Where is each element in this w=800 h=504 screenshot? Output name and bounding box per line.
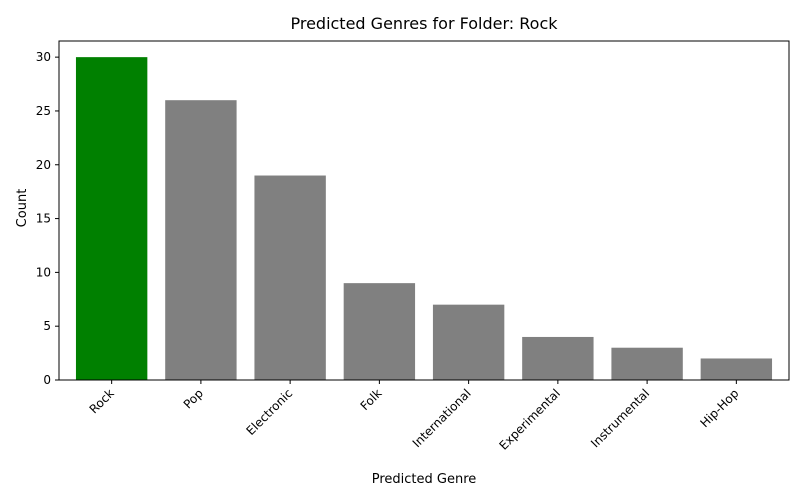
plot-frame [58, 40, 790, 381]
y-tick-label: 15 [36, 212, 51, 226]
y-tick-label: 5 [43, 319, 51, 333]
y-tick-label: 25 [36, 104, 51, 118]
y-tick-label: 30 [36, 50, 51, 64]
bar-international [432, 304, 505, 380]
bar-folk [343, 283, 416, 380]
y-tick-label: 10 [36, 265, 51, 279]
y-axis-label: Count [15, 189, 30, 228]
chart-title: Predicted Genres for Folder: Rock [290, 14, 558, 33]
bar-instrumental [611, 347, 683, 380]
bar-experimental [522, 336, 594, 380]
bar-hip-hop [700, 358, 773, 380]
y-tick-label: 0 [43, 373, 51, 387]
bar-electronic [254, 175, 326, 380]
x-axis-label: Predicted Genre [372, 472, 477, 487]
bar-rock [75, 57, 148, 381]
bar-pop [165, 100, 237, 380]
y-tick-label: 20 [36, 158, 51, 172]
